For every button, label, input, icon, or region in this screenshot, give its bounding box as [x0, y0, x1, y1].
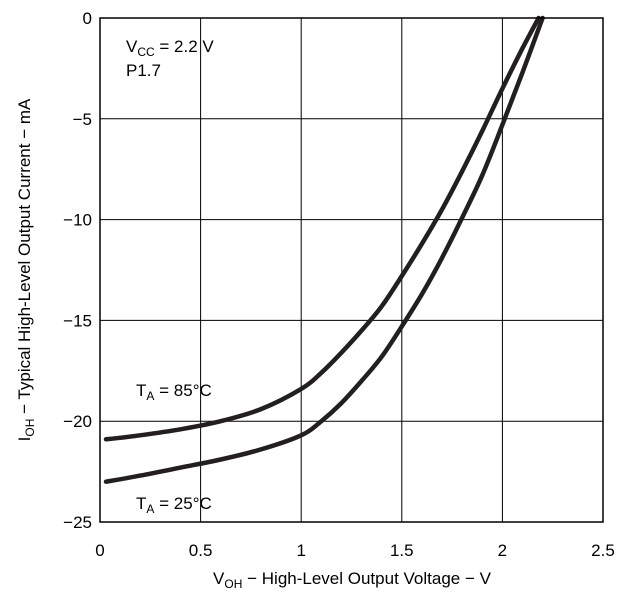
conditions-annotation: VCC = 2.2 V P1.7: [126, 37, 214, 80]
x-tick-label: 0.5: [189, 541, 213, 560]
series-layer: [106, 18, 543, 482]
y-tick-label: −15: [63, 311, 92, 330]
x-tick-label: 1.5: [390, 541, 414, 560]
vcc-annotation: VCC = 2.2 V: [126, 37, 214, 59]
series-label-25c: TA = 25°C: [136, 494, 212, 516]
x-tick-label: 2: [498, 541, 507, 560]
y-tick-labels: 0 −5 −10 −15 −20 −25: [63, 9, 92, 532]
x-tick-label: 1: [296, 541, 305, 560]
grid: [100, 18, 603, 522]
y-axis-label: IOH − Typical High-Level Output Current …: [15, 98, 37, 441]
x-tick-labels: 0 0.5 1 1.5 2 2.5: [95, 541, 615, 560]
x-tick-label: 0: [95, 541, 104, 560]
plot-frame: [100, 18, 603, 522]
series-line-1: [106, 18, 543, 482]
pin-annotation: P1.7: [126, 61, 161, 80]
y-tick-label: 0: [83, 9, 92, 28]
x-axis-label: VOH − High-Level Output Voltage − V: [213, 569, 492, 591]
series-label-85c: TA = 85°C: [136, 381, 212, 403]
y-tick-label: −5: [73, 110, 92, 129]
y-tick-label: −25: [63, 513, 92, 532]
y-tick-label: −10: [63, 211, 92, 230]
y-tick-label: −20: [63, 412, 92, 431]
x-tick-label: 2.5: [591, 541, 615, 560]
series-line-0: [106, 18, 539, 439]
